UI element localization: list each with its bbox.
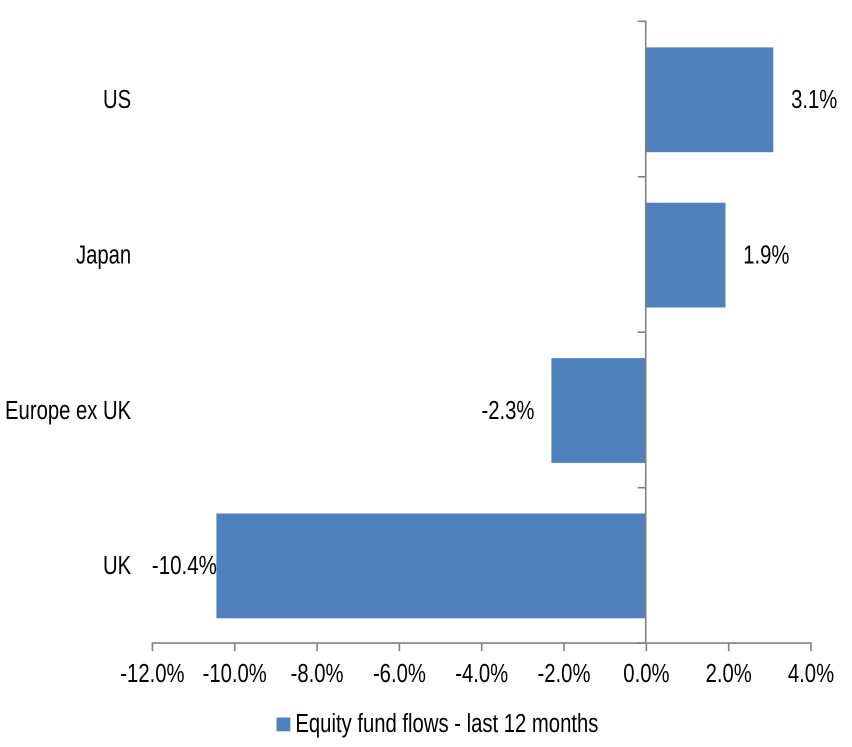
- svg-text:-12.0%: -12.0%: [120, 659, 184, 688]
- svg-text:UK: UK: [103, 551, 132, 580]
- svg-text:2.0%: 2.0%: [706, 659, 752, 688]
- svg-text:-2.3%: -2.3%: [481, 395, 534, 424]
- svg-text:-4.0%: -4.0%: [455, 659, 508, 688]
- svg-text:Europe ex UK: Europe ex UK: [5, 395, 132, 424]
- svg-text:-8.0%: -8.0%: [291, 659, 344, 688]
- svg-text:-10.4%: -10.4%: [152, 551, 217, 580]
- svg-text:Japan: Japan: [76, 240, 131, 269]
- svg-text:0.0%: 0.0%: [623, 659, 669, 688]
- svg-text:Equity fund flows - last 12 mo: Equity fund flows - last 12 months: [295, 708, 598, 737]
- svg-text:1.9%: 1.9%: [743, 240, 789, 269]
- svg-text:-6.0%: -6.0%: [373, 659, 426, 688]
- svg-text:-10.0%: -10.0%: [203, 659, 267, 688]
- svg-text:3.1%: 3.1%: [791, 85, 837, 114]
- svg-text:4.0%: 4.0%: [788, 659, 834, 688]
- svg-text:-2.0%: -2.0%: [538, 659, 591, 688]
- svg-text:US: US: [103, 85, 131, 114]
